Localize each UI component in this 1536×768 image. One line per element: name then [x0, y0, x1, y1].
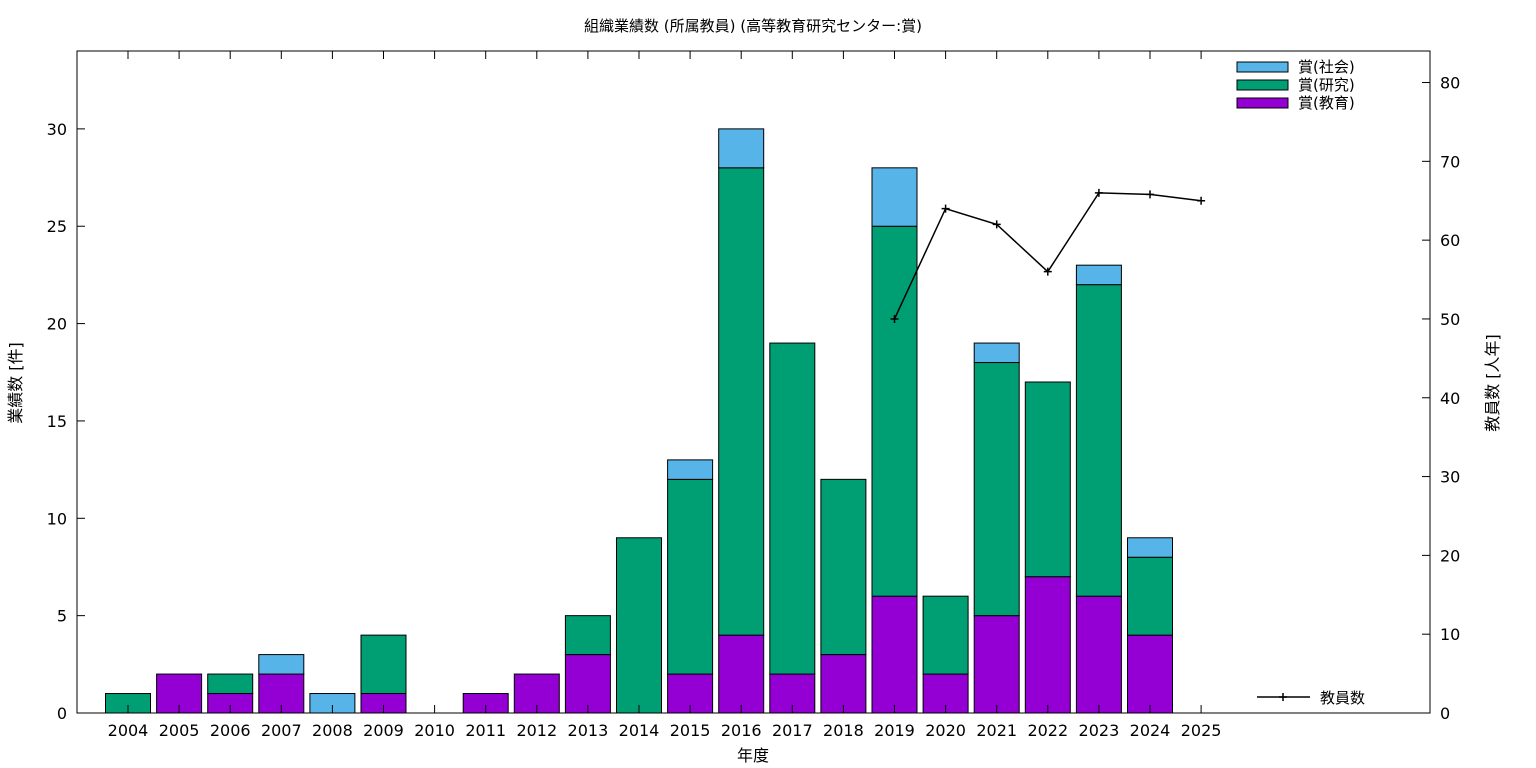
x-tick-label: 2019 [874, 721, 915, 740]
bar-segment [871, 167, 918, 227]
x-tick-label: 2018 [823, 721, 864, 740]
y-tick-label: 25 [47, 217, 67, 236]
y-tick-label: 5 [57, 607, 67, 626]
y-tick-label: 30 [47, 120, 67, 139]
bar-segment [1075, 284, 1122, 597]
bar-segment [871, 225, 918, 597]
x-tick-label: 2012 [516, 721, 557, 740]
x-axis-label: 年度 [737, 746, 769, 765]
legend-swatch [1236, 79, 1289, 91]
y2-tick-label: 10 [1440, 625, 1460, 644]
y-axis-label: 業績数 [件] [6, 342, 25, 424]
bar-segment [973, 342, 1020, 364]
bar-segment [820, 654, 867, 714]
y2-tick-label: 70 [1440, 152, 1460, 171]
y-tick-label: 20 [47, 315, 67, 334]
faculty-count-point [992, 220, 1001, 229]
bar-segment [207, 673, 254, 695]
faculty-count-point [1197, 196, 1206, 205]
x-tick-label: 2014 [619, 721, 660, 740]
y-tick-label: 0 [57, 704, 67, 723]
faculty-count-point [1094, 188, 1103, 197]
y2-tick-label: 30 [1440, 468, 1460, 487]
x-tick-label: 2010 [414, 721, 455, 740]
y2-tick-label: 60 [1440, 231, 1460, 250]
x-tick-label: 2015 [670, 721, 711, 740]
y2-tick-label: 50 [1440, 310, 1460, 329]
bar-segment [718, 634, 765, 714]
x-tick-label: 2005 [159, 721, 200, 740]
legend-line-label: 教員数 [1320, 689, 1365, 707]
legend-label: 賞(教育) [1298, 94, 1355, 112]
y2-tick-label: 20 [1440, 546, 1460, 565]
bar-segment [1024, 576, 1071, 714]
legend-swatch [1236, 61, 1289, 73]
legend-line-marker [1279, 693, 1287, 701]
x-tick-label: 2004 [108, 721, 149, 740]
legend-label: 賞(研究) [1298, 76, 1355, 94]
chart-title: 組織業績数 (所属教員) (高等教育研究センター:賞) [584, 17, 922, 35]
bar-segment [973, 362, 1020, 617]
x-tick-label: 2020 [925, 721, 966, 740]
bar-segment [922, 595, 969, 675]
x-tick-label: 2025 [1181, 721, 1222, 740]
x-tick-label: 2008 [312, 721, 353, 740]
x-tick-label: 2007 [261, 721, 302, 740]
bar-segment [1075, 595, 1122, 714]
legend-label: 賞(社会) [1298, 58, 1355, 76]
bar-segment [718, 128, 765, 169]
x-tick-label: 2017 [772, 721, 813, 740]
legend-swatch [1236, 97, 1289, 109]
bar-segment [820, 478, 867, 656]
faculty-count-line [893, 192, 1202, 320]
x-tick-label: 2013 [568, 721, 609, 740]
bar-segment [769, 342, 816, 675]
x-tick-label: 2022 [1027, 721, 1068, 740]
x-tick-label: 2009 [363, 721, 404, 740]
y2-axis-label: 教員数 [人年] [1483, 334, 1502, 432]
x-tick-label: 2024 [1130, 721, 1171, 740]
bar-segment [667, 459, 714, 480]
bar-segment [360, 634, 407, 695]
bar-segment [564, 654, 611, 714]
bar-segment [564, 615, 611, 656]
faculty-count-point [1043, 267, 1052, 276]
bar-segment [1075, 264, 1122, 286]
bar-segment [973, 615, 1020, 714]
bar-segment [1127, 537, 1173, 558]
plot-frame [76, 50, 1431, 714]
bar-segment [1127, 634, 1173, 714]
bar-segment [1127, 556, 1173, 636]
x-tick-label: 2006 [210, 721, 251, 740]
faculty-count-point [1146, 190, 1154, 199]
x-tick-label: 2023 [1079, 721, 1120, 740]
faculty-count-point [890, 314, 899, 323]
y2-tick-label: 40 [1440, 389, 1460, 408]
bar-segment [667, 478, 714, 675]
bar-segment [616, 537, 662, 714]
bar-segment [258, 654, 305, 675]
y2-tick-label: 80 [1440, 74, 1460, 93]
bar-segment [718, 167, 765, 636]
y-tick-label: 10 [47, 509, 67, 528]
faculty-count-point [941, 204, 950, 213]
y2-tick-label: 0 [1440, 704, 1450, 723]
y-tick-label: 15 [47, 412, 67, 431]
x-tick-label: 2011 [465, 721, 506, 740]
x-tick-label: 2021 [976, 721, 1017, 740]
bar-segment [1024, 381, 1071, 578]
x-tick-label: 2016 [721, 721, 762, 740]
bar-segment [871, 595, 918, 714]
